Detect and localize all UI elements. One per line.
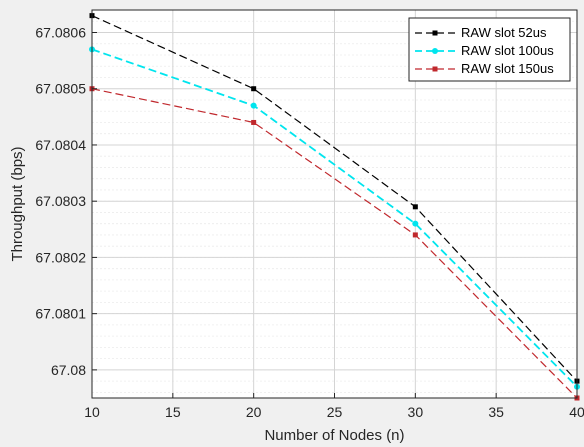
legend-marker-1: [432, 30, 438, 36]
x-axis-title: Number of Nodes (n): [264, 427, 404, 444]
series-line-2: [91, 48, 578, 388]
y-tick-label: 67.0802: [35, 249, 86, 265]
x-tick-label: 20: [246, 404, 262, 420]
x-tick-label: 25: [327, 404, 343, 420]
legend-label-1: RAW slot 52us: [461, 25, 547, 40]
y-tick-label: 67.0805: [35, 81, 86, 97]
legend-marker-2: [432, 48, 438, 54]
data-point-s3: [251, 119, 257, 125]
legend-entry-2: RAW slot 100us: [415, 43, 554, 58]
legend-entry-3: RAW slot 150us: [415, 61, 554, 76]
x-tick-label: 40: [569, 404, 584, 420]
x-tick-label: 30: [408, 404, 424, 420]
data-point-s1: [251, 86, 257, 92]
y-tick-label: 67.08: [51, 362, 86, 378]
y-tick-label: 67.0803: [35, 193, 86, 209]
data-point-s3: [412, 232, 418, 238]
tick-layer: 10 15 20 25 30 35 40 67.08 67.0801 67.0802 67.0803…: [35, 24, 584, 420]
legend-label-3: RAW slot 150us: [461, 61, 554, 76]
x-tick-label: 35: [488, 404, 504, 420]
legend: RAW slot 52us RAW slot 100us RAW slot 15…: [408, 17, 571, 82]
x-tick-label: 10: [84, 404, 100, 420]
y-tick-label: 67.0806: [35, 24, 86, 40]
legend-marker-3: [432, 66, 438, 72]
data-point-s1: [412, 204, 418, 210]
legend-label-2: RAW slot 100us: [461, 43, 554, 58]
legend-entry-1: RAW slot 52us: [415, 25, 547, 40]
data-point-s2: [250, 102, 257, 109]
y-tick-label: 67.0801: [35, 306, 86, 322]
x-tick-label: 15: [165, 404, 181, 420]
y-axis-title: Throughput (bps): [9, 146, 26, 261]
grid-layer: [91, 10, 578, 398]
y-tick-label: 67.0804: [35, 137, 86, 153]
data-point-s2: [412, 220, 419, 227]
series-line-1: [91, 15, 578, 382]
